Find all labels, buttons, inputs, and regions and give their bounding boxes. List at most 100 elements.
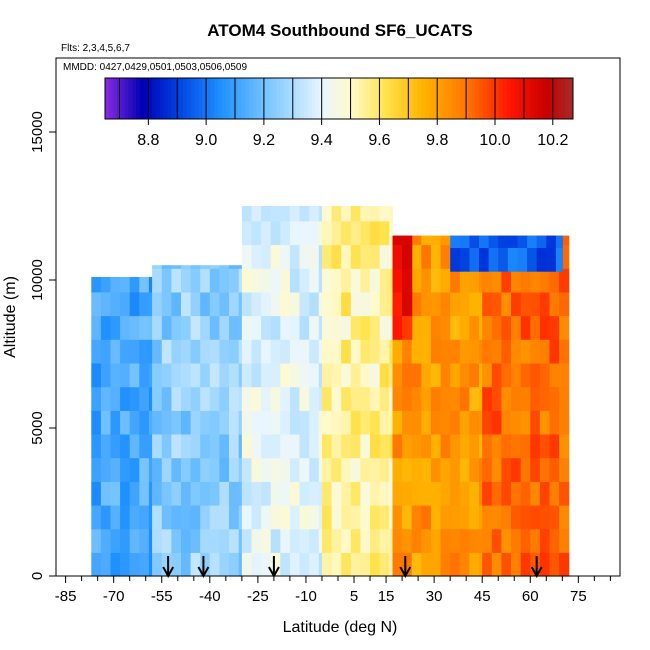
heatmap-cell (520, 528, 531, 553)
heatmap-cell (331, 528, 342, 553)
colorbar-cell (233, 78, 239, 119)
heatmap-cell (238, 386, 243, 411)
heatmap-cell (469, 362, 480, 388)
heatmap-cell (322, 410, 333, 435)
heatmap-cell (331, 315, 342, 340)
x-tick-label: 45 (474, 588, 491, 605)
heatmap-cell (360, 505, 371, 530)
heatmap-cell (411, 505, 422, 530)
heatmap-cell (148, 433, 153, 459)
heatmap-cell (341, 339, 352, 364)
heatmap-cell (392, 291, 403, 317)
heatmap-cell (219, 339, 230, 364)
heatmap-cell (530, 362, 541, 388)
heatmap-cell (389, 528, 394, 553)
heatmap-cell (299, 410, 310, 435)
heatmap-cell (402, 410, 413, 435)
heatmap-cell (261, 206, 272, 222)
heatmap-cell (190, 291, 201, 317)
heatmap-cell (229, 386, 240, 411)
colorbar-cell (210, 78, 215, 119)
heatmap-cell (209, 528, 220, 553)
heatmap-cell (139, 505, 150, 530)
heatmap-cell (100, 552, 112, 577)
heatmap-cell (229, 457, 240, 482)
heatmap-cell (261, 339, 272, 364)
heatmap-cell (491, 433, 502, 459)
heatmap-cell (299, 220, 310, 246)
heatmap-cell (280, 206, 291, 222)
heatmap-cell (171, 481, 182, 506)
heatmap-cell (331, 339, 342, 364)
heatmap-cell (299, 362, 310, 388)
colorbar: 8.8 9.0 9.2 9.4 9.6 9.8 10.0 10.2 (104, 77, 574, 149)
heatmap-cell (379, 386, 390, 411)
heatmap-cell (219, 457, 230, 482)
heatmap-cell (209, 268, 220, 293)
heatmap-cell (360, 552, 371, 577)
heatmap-cell (331, 552, 342, 577)
heatmap-cell (200, 481, 211, 506)
heatmap-cell (430, 410, 442, 435)
heatmap-cell (209, 339, 220, 364)
heatmap-cell (270, 291, 281, 317)
heatmap-cell (501, 505, 512, 530)
colorbar-cell (218, 78, 223, 119)
colorbar-cell (541, 78, 547, 119)
heatmap-cell (219, 315, 230, 340)
heatmap-cell (280, 505, 291, 530)
heatmap-cell (379, 268, 390, 293)
heatmap-cell (331, 291, 342, 317)
heatmap-cell (341, 528, 352, 553)
heatmap-cell (91, 277, 102, 293)
heatmap-cell (200, 265, 211, 269)
heatmap-cell (559, 315, 570, 340)
heatmap-cell (100, 410, 112, 435)
heatmap-cell (511, 552, 522, 577)
heatmap-cell (549, 528, 560, 553)
heatmap-cell (309, 528, 320, 553)
heatmap-cell (411, 528, 422, 553)
heatmap-cell (479, 481, 483, 506)
colorbar-cell (522, 78, 527, 119)
heatmap-cell (110, 362, 121, 388)
heatmap-cell (341, 220, 352, 246)
heatmap-cell (440, 244, 451, 269)
heatmap-cell (520, 481, 531, 506)
heatmap-cell (389, 315, 394, 340)
heatmap-cell (530, 410, 541, 435)
heatmap-cell (318, 268, 323, 293)
colorbar-cell (163, 78, 168, 119)
heatmap-cell (411, 268, 422, 293)
heatmap-cell (181, 265, 192, 269)
heatmap-cell (129, 505, 140, 530)
heatmap-cell (110, 386, 121, 411)
heatmap-cell (200, 528, 211, 553)
colorbar-cell (253, 78, 258, 119)
heatmap-cell (120, 410, 131, 435)
heatmap-cell (309, 244, 320, 269)
heatmap-cell (171, 315, 182, 340)
heatmap-field (91, 206, 570, 577)
colorbar-tick-label: 9.4 (311, 132, 333, 149)
heatmap-cell (392, 552, 403, 577)
colorbar-cell (268, 78, 274, 119)
heatmap-cell (152, 528, 163, 553)
heatmap-cell (322, 244, 333, 269)
heatmap-cell (139, 291, 150, 317)
heatmap-cell (299, 339, 310, 364)
heatmap-cell (270, 244, 281, 269)
heatmap-cell (139, 386, 150, 411)
heatmap-cell (219, 265, 230, 269)
heatmap-cell (520, 457, 531, 482)
heatmap-cell (322, 315, 333, 340)
heatmap-cell (289, 220, 301, 246)
colorbar-cell (159, 78, 164, 119)
colorbar-cell (467, 78, 473, 119)
heatmap-cell (318, 291, 323, 317)
heatmap-cell (392, 315, 403, 340)
heatmap-cell (549, 386, 560, 411)
heatmap-cell (309, 315, 320, 340)
heatmap-cell (120, 386, 131, 411)
heatmap-cell (110, 433, 121, 459)
